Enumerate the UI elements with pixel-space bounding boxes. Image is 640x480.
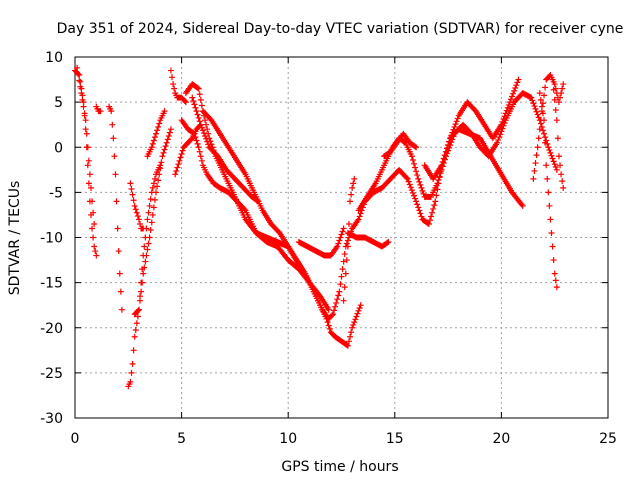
y-tick-label: -5 (49, 185, 63, 201)
y-tick-label: -20 (40, 321, 63, 337)
series-track-s10 (172, 121, 204, 178)
series-track-s3 (93, 103, 104, 115)
series-track-s4 (106, 103, 125, 313)
series-track-s19 (381, 130, 420, 160)
series-track-s15 (295, 225, 347, 259)
x-tick-label: 0 (71, 431, 80, 447)
series-s6 (127, 180, 147, 232)
series-s19 (381, 130, 420, 160)
series-track-s16 (340, 175, 358, 304)
series-s7 (131, 126, 174, 318)
series-track-s2 (74, 64, 98, 227)
series-track-s20 (421, 76, 522, 182)
series-s21 (530, 72, 567, 182)
series-s16 (340, 175, 358, 304)
series-s20 (421, 76, 522, 182)
series-s17 (344, 229, 392, 250)
chart-title: Day 351 of 2024, Sidereal Day-to-day VTE… (57, 21, 624, 37)
axis-ticks: 0 5 10 15 20 25 10 5 0 -5 -10 -15 -20 -25 -30 (40, 50, 617, 447)
y-tick-label: -10 (40, 231, 63, 247)
y-tick-label: -30 (40, 411, 63, 427)
series-s10 (172, 121, 204, 178)
x-axis-label: GPS time / hours (281, 459, 398, 475)
series-track-s13 (189, 94, 262, 205)
series-track-s7 (131, 126, 174, 318)
series-s8 (144, 108, 168, 160)
series-track-s22 (536, 90, 560, 291)
y-tick-label: 10 (45, 50, 63, 66)
series-s15 (295, 225, 347, 259)
series-track-s17 (344, 229, 392, 250)
y-tick-label: 5 (54, 95, 63, 111)
series-track-s18 (355, 90, 560, 214)
series-track-s6 (127, 180, 147, 232)
series-track-s23 (549, 76, 567, 191)
series-s9 (167, 67, 189, 106)
series-track-s21 (530, 72, 567, 182)
x-tick-label: 5 (177, 431, 186, 447)
series-track-s14 (199, 108, 332, 313)
x-tick-label: 10 (279, 431, 297, 447)
series-s14 (199, 108, 332, 313)
series-s22 (536, 90, 560, 291)
y-tick-label: -15 (40, 276, 63, 292)
y-axis-label: SDTVAR / TECUs (7, 181, 23, 296)
x-tick-label: 25 (599, 431, 617, 447)
y-tick-label: -25 (40, 366, 63, 382)
x-tick-label: 20 (492, 431, 510, 447)
series-s4 (106, 103, 125, 313)
data-marks (72, 64, 567, 390)
y-tick-label: 0 (54, 140, 63, 156)
series-track-s8 (144, 108, 168, 160)
series-s18 (355, 90, 560, 214)
series-s2 (74, 64, 98, 227)
series-s23 (549, 76, 567, 191)
x-tick-label: 15 (386, 431, 404, 447)
series-track-s9 (167, 67, 189, 106)
series-s13 (189, 94, 262, 205)
series-s3 (93, 103, 104, 115)
